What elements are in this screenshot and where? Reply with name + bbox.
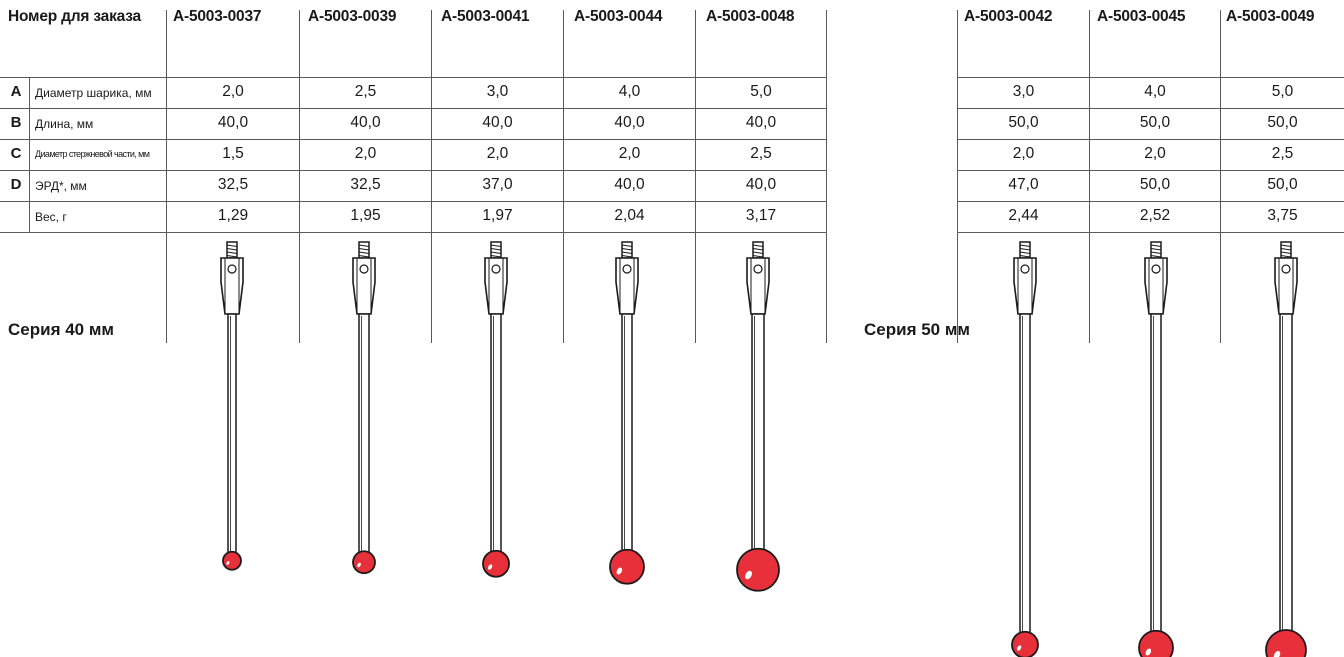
- column-header: A-5003-0048: [706, 8, 795, 25]
- table-cell: 2,0: [222, 83, 244, 100]
- table-cell: 40,0: [350, 114, 381, 131]
- table-cell: 50,0: [1008, 114, 1039, 131]
- stylus-icon: [220, 241, 244, 571]
- column-header: A-5003-0037: [173, 8, 262, 25]
- table-cell: 2,0: [354, 145, 377, 162]
- stylus-icon: [1265, 241, 1307, 657]
- table-cell: 40,0: [745, 114, 777, 131]
- table-cell: 50,0: [1139, 176, 1171, 193]
- row-label: ЭРД*, мм: [35, 179, 87, 193]
- stylus-icon: [352, 241, 376, 575]
- table-cell: 1,29: [217, 207, 249, 224]
- column-header: A-5003-0045: [1097, 8, 1186, 25]
- column-divider: [957, 10, 958, 343]
- column-divider: [1220, 10, 1221, 343]
- row-divider: [957, 139, 1344, 140]
- column-header: A-5003-0044: [574, 8, 663, 25]
- table-cell: 50,0: [1139, 114, 1171, 131]
- row-divider: [957, 77, 1344, 78]
- column-divider: [563, 10, 564, 343]
- row-label: Диаметр шарика, мм: [35, 86, 152, 100]
- column-divider: [826, 10, 827, 343]
- table-cell: 3,0: [486, 83, 509, 100]
- table-cell: 40,0: [482, 114, 513, 131]
- table-cell: 2,5: [354, 83, 377, 100]
- table-cell: 32,5: [350, 176, 381, 193]
- table-cell: 5,0: [1271, 83, 1294, 100]
- table-cell: 2,44: [1008, 207, 1039, 224]
- row-divider: [0, 232, 827, 233]
- order-number-header: Номер для заказа: [8, 8, 141, 25]
- row-divider: [0, 139, 827, 140]
- column-divider: [1089, 10, 1090, 343]
- column-header: A-5003-0039: [308, 8, 397, 25]
- series-50-label: Серия 50 мм: [864, 320, 970, 339]
- stylus-icon: [482, 241, 510, 578]
- table-cell: 47,0: [1008, 176, 1039, 193]
- column-divider: [695, 10, 696, 343]
- row-letter: A: [10, 83, 22, 100]
- table-cell: 2,0: [1144, 145, 1166, 162]
- table-cell: 40,0: [217, 114, 249, 131]
- stylus-icon: [609, 241, 645, 585]
- table-cell: 2,5: [750, 145, 772, 162]
- stylus-icon: [1011, 241, 1039, 657]
- column-header: A-5003-0042: [964, 8, 1053, 25]
- row-divider: [0, 77, 827, 78]
- table-cell: 2,52: [1139, 207, 1171, 224]
- row-divider: [957, 201, 1344, 202]
- table-cell: 3,0: [1012, 83, 1035, 100]
- row-divider: [0, 201, 827, 202]
- table-cell: 37,0: [482, 176, 513, 193]
- series-40-label: Серия 40 мм: [8, 320, 114, 339]
- table-cell: 2,5: [1271, 145, 1294, 162]
- table-cell: 32,5: [217, 176, 249, 193]
- table-cell: 40,0: [614, 114, 645, 131]
- row-letter: D: [10, 176, 22, 193]
- row-divider: [957, 232, 1344, 233]
- row-label: Вес, г: [35, 210, 67, 224]
- table-cell: 4,0: [1144, 83, 1166, 100]
- table-cell: 3,75: [1267, 207, 1298, 224]
- column-header: A-5003-0049: [1226, 8, 1315, 25]
- column-divider: [299, 10, 300, 343]
- table-cell: 5,0: [750, 83, 772, 100]
- table-cell: 3,17: [745, 207, 777, 224]
- stylus-icon: [736, 241, 780, 592]
- table-cell: 1,95: [350, 207, 381, 224]
- table-cell: 50,0: [1267, 176, 1298, 193]
- table-cell: 4,0: [618, 83, 641, 100]
- row-divider: [0, 170, 827, 171]
- table-cell: 40,0: [745, 176, 777, 193]
- letter-column-divider: [29, 77, 30, 232]
- table-cell: 2,0: [1012, 145, 1035, 162]
- column-divider: [431, 10, 432, 343]
- row-label: Диаметр стержневой части, мм: [35, 149, 150, 159]
- row-divider: [957, 108, 1344, 109]
- column-header: A-5003-0041: [441, 8, 530, 25]
- row-divider: [957, 170, 1344, 171]
- stylus-icon: [1138, 241, 1174, 657]
- row-label: Длина, мм: [35, 117, 94, 131]
- table-cell: 2,0: [486, 145, 509, 162]
- table-cell: 2,0: [618, 145, 641, 162]
- table-cell: 2,04: [614, 207, 645, 224]
- row-letter: C: [10, 145, 22, 162]
- column-divider: [166, 10, 167, 343]
- table-cell: 1,97: [482, 207, 513, 224]
- row-divider: [0, 108, 827, 109]
- table-cell: 50,0: [1267, 114, 1298, 131]
- table-cell: 40,0: [614, 176, 645, 193]
- table-cell: 1,5: [222, 145, 244, 162]
- row-letter: B: [10, 114, 22, 131]
